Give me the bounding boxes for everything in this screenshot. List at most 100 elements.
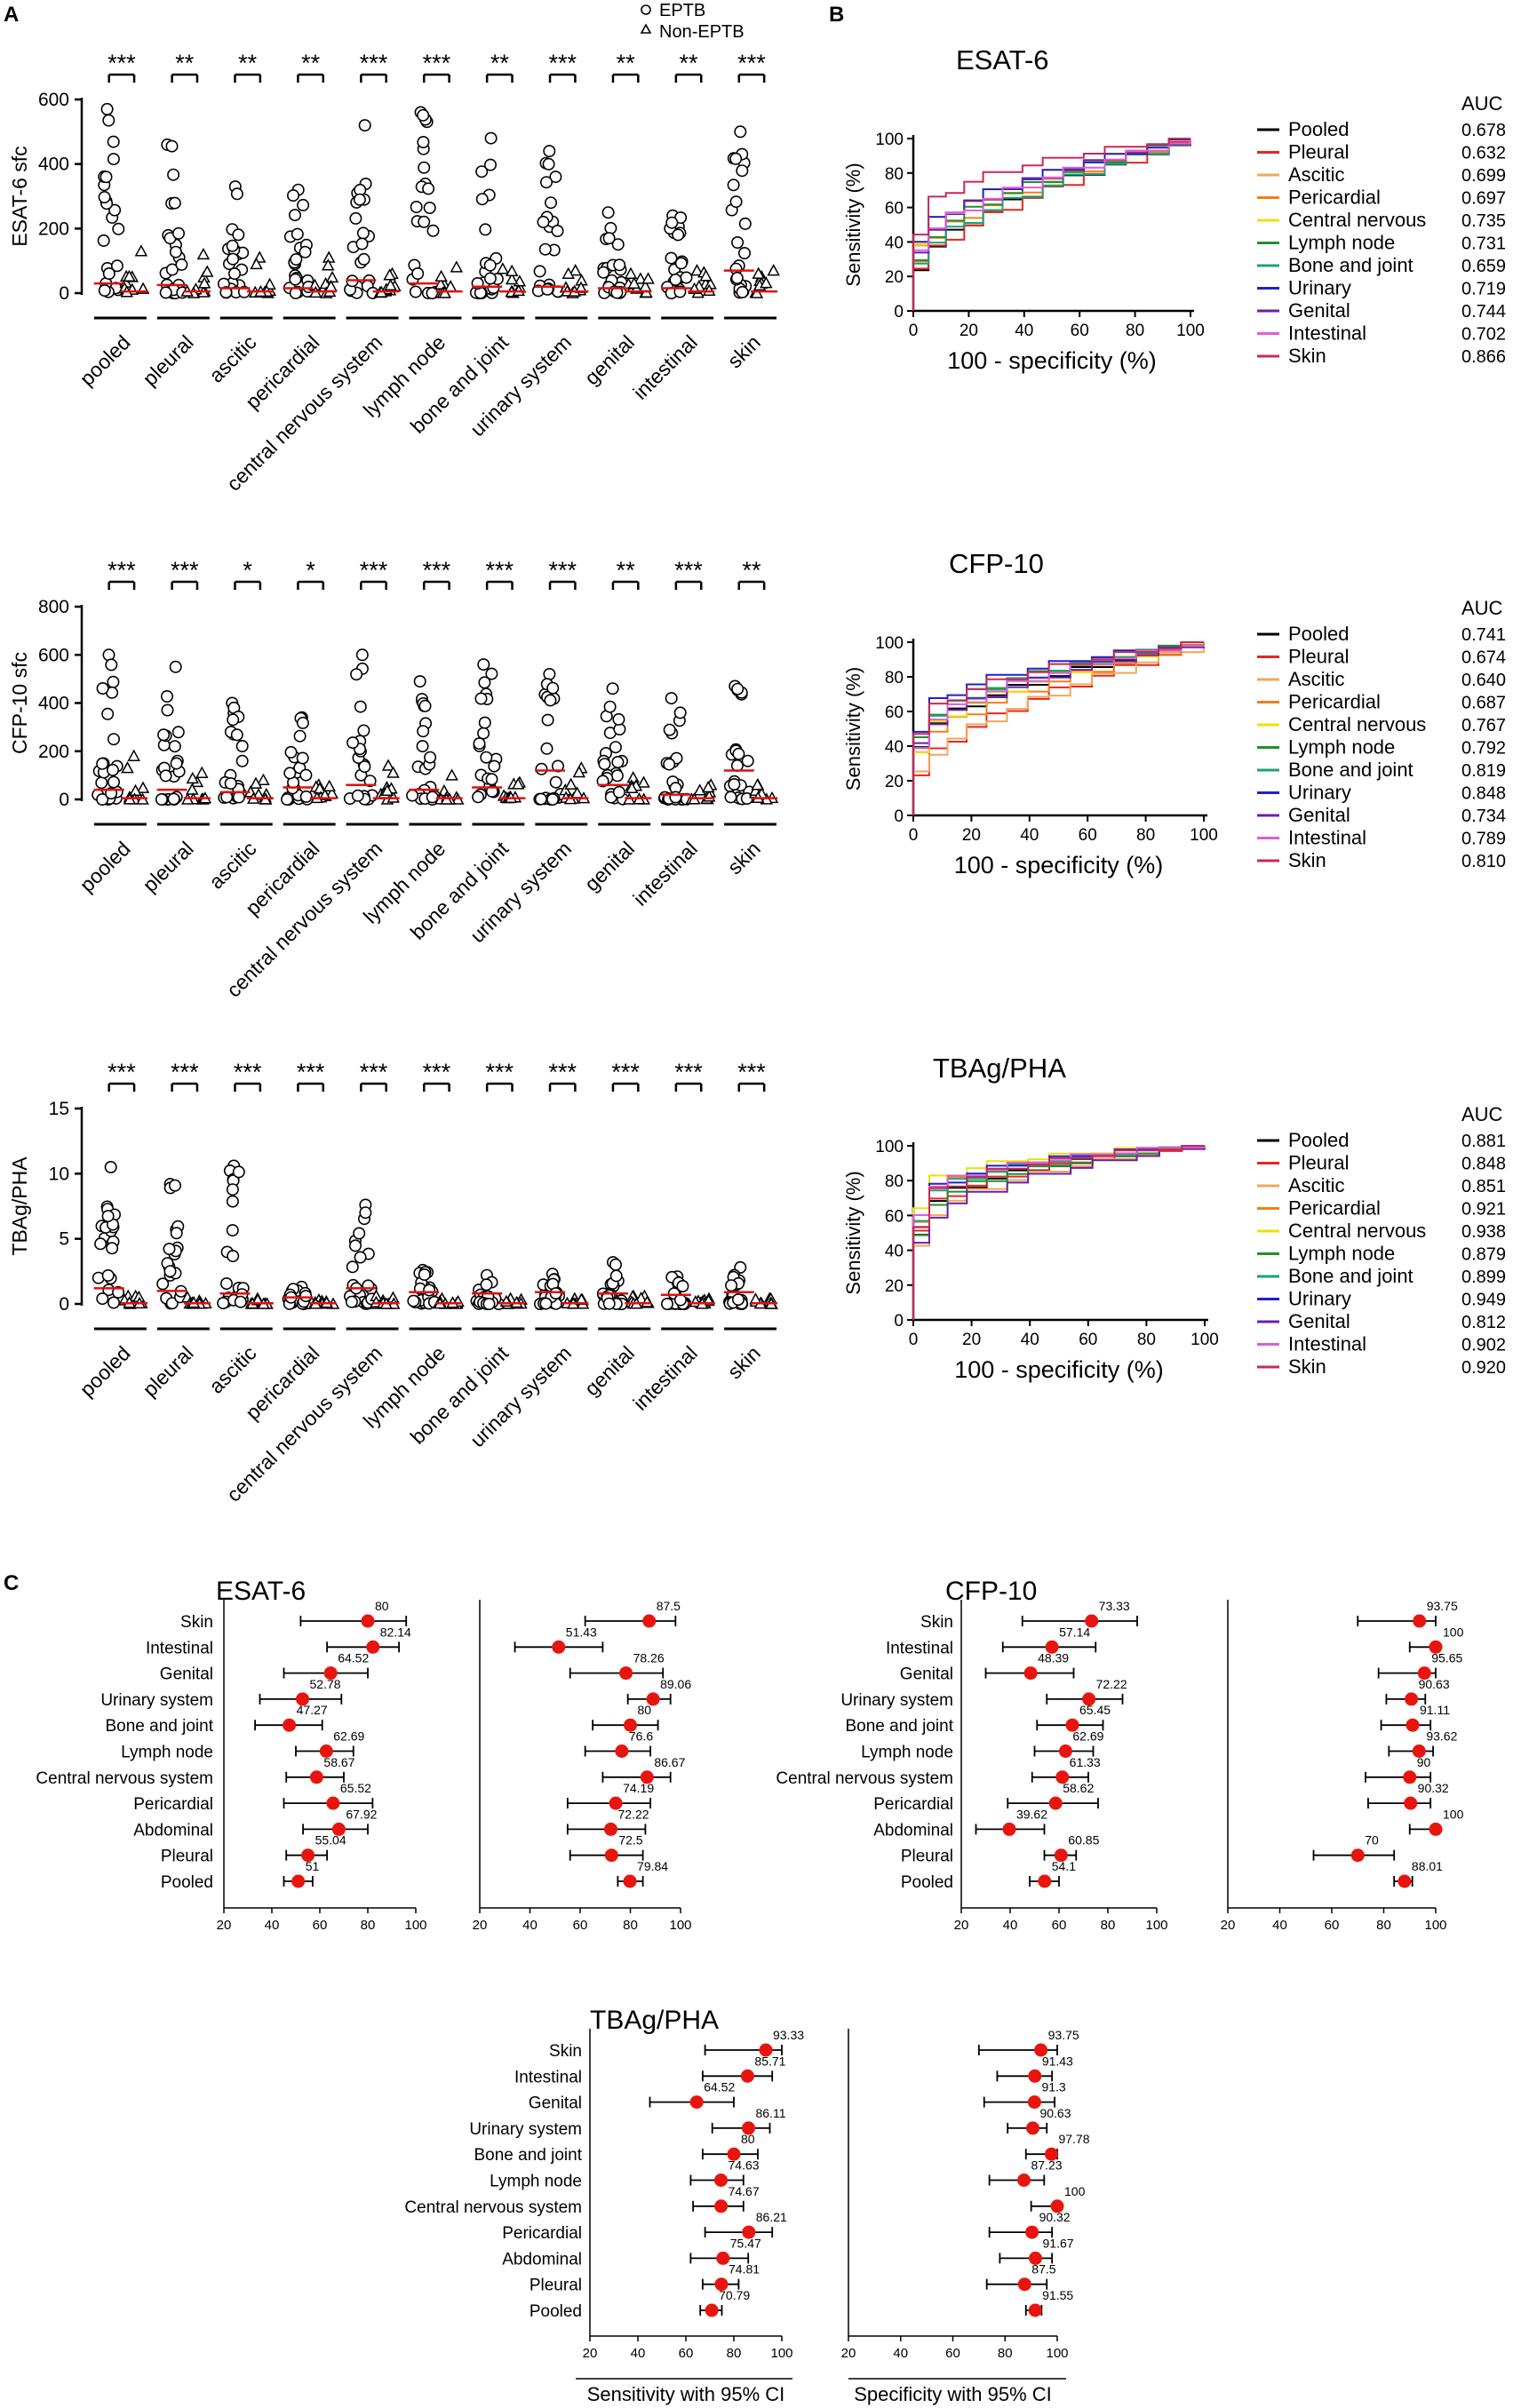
eptb-point	[535, 762, 548, 775]
eptb-point	[165, 263, 179, 276]
eptb-point	[232, 791, 245, 804]
roc-y-axis-label: Sensitivity (%)	[842, 667, 864, 791]
eptb-point	[232, 228, 245, 242]
forest-value-label: 90.32	[1418, 1781, 1449, 1795]
scatter-y-axis-label: ESAT-6 sfc	[8, 146, 31, 246]
scatter-y-tick-label: 15	[49, 1099, 69, 1119]
eptb-point	[349, 211, 362, 225]
forest-point	[1028, 2069, 1042, 2083]
eptb-point	[725, 1279, 738, 1292]
scatter-y-axis-label: TBAg/PHA	[8, 1156, 31, 1256]
eptb-point	[108, 733, 121, 746]
forest-point	[742, 2225, 756, 2239]
eptb-point	[108, 203, 122, 217]
forest-value-label: 70	[1365, 1833, 1379, 1848]
eptb-point	[112, 222, 125, 235]
forest-value-label: 57.14	[1059, 1625, 1090, 1639]
eptb-point	[96, 1292, 109, 1306]
forest-point	[716, 2251, 730, 2265]
eptb-point	[418, 215, 431, 228]
roc-legend-label: Pericardial	[1288, 1197, 1381, 1220]
forest-x-tick-label: 40	[1272, 1918, 1287, 1933]
eptb-point	[483, 258, 497, 272]
roc-auc-value: 0.812	[1461, 1313, 1506, 1332]
category-label: pleural	[138, 1341, 197, 1401]
roc-y-tick-label: 80	[885, 1172, 904, 1191]
forest-point	[1017, 2174, 1031, 2187]
eptb-point	[477, 727, 490, 740]
roc-curve-ascitic	[912, 1146, 1206, 1320]
forest-category-label: Intestinal	[146, 1639, 213, 1657]
roc-legend-label: Bone and joint	[1288, 254, 1413, 276]
roc-legend-label: Urinary	[1288, 782, 1351, 804]
scatter-y-tick-label: 10	[49, 1164, 69, 1184]
forest-value-label: 90.32	[1039, 2210, 1071, 2224]
non-eptb-point	[751, 778, 764, 791]
forest-value-label: 93.33	[773, 2028, 804, 2042]
roc-x-tick-label: 0	[909, 826, 919, 845]
eptb-point	[602, 232, 616, 245]
eptb-point	[100, 171, 113, 184]
forest-x-tick-label: 100	[770, 2346, 792, 2361]
roc-y-tick-label: 20	[885, 1277, 904, 1296]
non-eptb-point	[641, 272, 655, 284]
non-eptb-point	[633, 272, 648, 284]
forest-value-label: 58.67	[323, 1755, 354, 1769]
eptb-point	[541, 282, 554, 296]
eptb-point	[736, 164, 749, 178]
forest-x-axis-label: Sensitivity with 95% CI	[587, 2383, 785, 2405]
roc-curve-intestinal	[912, 139, 1191, 311]
significance-stars: ***	[737, 1059, 766, 1085]
forest-category-label: Pericardial	[502, 2224, 582, 2243]
eptb-point	[477, 658, 490, 672]
roc-curve-pooled	[912, 139, 1191, 311]
forest-category-label: Lymph node	[490, 2173, 582, 2191]
eptb-point	[234, 1295, 247, 1308]
eptb-point	[540, 742, 553, 755]
eptb-point	[345, 1295, 358, 1308]
forest-point	[1413, 1614, 1427, 1628]
forest-point	[301, 1848, 315, 1863]
roc-plot-3: TBAg/PHA 00 20 20 40 40 60 60 80 80 100 100 100 - sp…	[842, 1053, 1506, 1383]
eptb-point	[537, 215, 550, 228]
roc-auc-value: 0.792	[1461, 739, 1506, 759]
eptb-point	[609, 1258, 622, 1271]
roc-y-tick-label: 60	[885, 1207, 904, 1226]
eptb-point	[110, 259, 123, 273]
eptb-point	[423, 202, 436, 215]
roc-curve-genital	[912, 139, 1191, 311]
forest-point	[296, 1692, 309, 1706]
roc-legend-label: Intestinal	[1288, 1333, 1366, 1355]
roc-x-tick-label: 0	[909, 1331, 919, 1349]
roc-x-tick-label: 40	[1021, 1331, 1039, 1349]
forest-point	[326, 1796, 340, 1810]
forest-x-tick-label: 40	[893, 2346, 908, 2361]
eptb-point	[423, 1283, 436, 1297]
eptb-point	[541, 713, 554, 727]
eptb-point	[406, 789, 419, 802]
forest-value-label: 52.78	[310, 1677, 341, 1691]
significance-stars: ***	[297, 1059, 325, 1085]
forest-value-label: 76.6	[629, 1729, 653, 1744]
eptb-point	[107, 763, 120, 776]
eptb-point	[96, 792, 109, 806]
forest-x-tick-label: 60	[945, 2346, 960, 2361]
eptb-point	[538, 242, 552, 256]
eptb-point	[284, 745, 298, 759]
roc-auc-value: 0.819	[1461, 761, 1506, 781]
significance-stars: ***	[486, 557, 514, 584]
non-eptb-point	[624, 266, 638, 279]
eptb-point	[217, 1297, 230, 1310]
roc-legend-label: Pleural	[1288, 141, 1349, 163]
panel-label-a: A	[4, 3, 19, 27]
non-eptb-point	[701, 780, 715, 793]
eptb-point	[163, 1243, 176, 1256]
non-eptb-point	[322, 258, 335, 271]
roc-x-tick-label: 100	[1190, 1331, 1219, 1349]
significance-stars: ***	[611, 1059, 640, 1085]
eptb-point	[729, 195, 743, 209]
roc-curve-pericardial	[912, 642, 1205, 815]
category-label: skin	[723, 330, 765, 372]
eptb-point	[732, 747, 745, 760]
forest-value-label: 72.5	[618, 1833, 642, 1848]
